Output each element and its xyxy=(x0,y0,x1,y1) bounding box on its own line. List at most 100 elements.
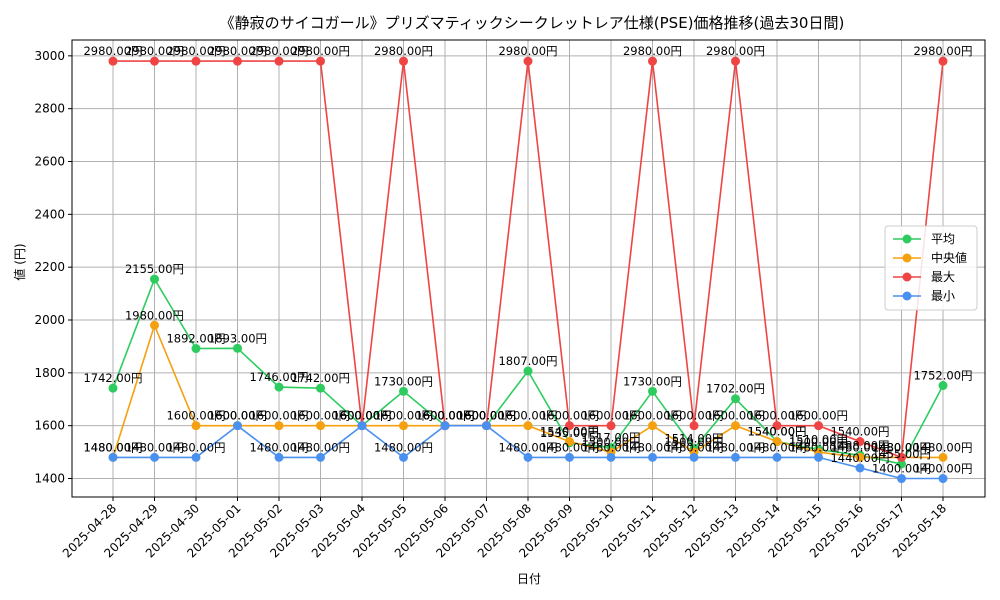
data-label: 1480.00円 xyxy=(498,440,557,454)
data-label: 1600.00円 xyxy=(208,409,267,423)
grid-lines xyxy=(72,40,985,497)
data-label: 1892.00円 xyxy=(166,332,225,346)
y-tick-label: 2800 xyxy=(34,102,65,116)
data-label: 1480.00円 xyxy=(249,440,308,454)
data-label: 1600.00円 xyxy=(581,409,640,423)
data-label: 1600.00円 xyxy=(415,409,474,423)
data-label: 1600.00円 xyxy=(747,409,806,423)
data-label: 1480.00円 xyxy=(747,440,806,454)
plot-frame xyxy=(71,39,986,498)
data-label: 1480.00円 xyxy=(291,440,350,454)
data-label: 1742.00円 xyxy=(291,371,350,385)
data-label: 1510.00円 xyxy=(789,432,848,446)
data-label: 1600.00円 xyxy=(291,409,350,423)
data-point xyxy=(606,421,616,431)
y-tick-label: 2200 xyxy=(34,260,65,274)
data-point xyxy=(523,452,533,462)
data-label: 1980.00円 xyxy=(125,308,184,322)
data-point xyxy=(772,437,782,447)
legend-marker xyxy=(902,234,912,244)
series-layer xyxy=(108,56,948,484)
data-label: 1600.00円 xyxy=(789,409,848,423)
data-label: 1500.00円 xyxy=(789,435,848,449)
data-label: 1600.00円 xyxy=(457,409,516,423)
data-label: 2980.00円 xyxy=(208,44,267,58)
legend-marker xyxy=(902,253,912,263)
data-label: 1440.00円 xyxy=(830,451,889,465)
data-label: 1480.00円 xyxy=(830,440,889,454)
data-point xyxy=(938,381,948,391)
y-tick-label: 2400 xyxy=(34,207,65,221)
data-point xyxy=(316,452,325,462)
data-point xyxy=(938,452,948,462)
data-point xyxy=(274,382,284,392)
data-label: 1480.00円 xyxy=(125,440,184,454)
chart-title: 《静寂のサイコガール》プリズマティックシークレットレア仕様(PSE)価格推移(過… xyxy=(220,14,845,32)
data-label: 1600.00円 xyxy=(457,409,516,423)
data-point xyxy=(648,56,657,66)
data-label: 1540.00円 xyxy=(830,425,889,439)
data-point xyxy=(689,452,699,462)
data-point xyxy=(938,56,948,66)
data-point xyxy=(399,386,408,396)
data-label: 1730.00円 xyxy=(623,374,682,388)
data-point xyxy=(233,343,242,353)
data-label: 1752.00円 xyxy=(913,369,972,383)
data-label: 1455.00円 xyxy=(872,447,931,461)
data-point xyxy=(938,474,948,484)
data-label: 1807.00円 xyxy=(498,354,557,368)
data-label: 1400.00円 xyxy=(872,462,931,476)
data-point xyxy=(150,274,159,284)
data-point xyxy=(108,452,118,462)
data-label: 1600.00円 xyxy=(332,409,391,423)
data-point xyxy=(855,452,865,462)
data-label: 1600.00円 xyxy=(332,409,391,423)
data-label: 1600.00円 xyxy=(249,409,308,423)
data-point xyxy=(150,452,159,462)
data-point xyxy=(440,421,450,431)
data-label: 1535.00円 xyxy=(540,426,599,440)
data-point xyxy=(357,421,367,431)
y-tick-label: 2600 xyxy=(34,155,65,169)
data-label: 1600.00円 xyxy=(332,409,391,423)
data-point xyxy=(191,344,201,354)
data-label: 1742.00円 xyxy=(83,371,142,385)
data-label: 1893.00円 xyxy=(208,331,267,345)
data-point xyxy=(606,452,616,462)
data-point xyxy=(814,452,823,462)
data-point xyxy=(482,421,491,431)
data-label: 1480.00円 xyxy=(374,440,433,454)
data-label: 2980.00円 xyxy=(913,44,972,58)
legend-label: 平均 xyxy=(931,232,955,246)
data-label: 2980.00円 xyxy=(623,44,682,58)
data-point xyxy=(772,452,782,462)
legend-marker xyxy=(902,291,912,301)
data-label: 1480.00円 xyxy=(540,440,599,454)
data-label: 1600.00円 xyxy=(415,409,474,423)
data-label: 2980.00円 xyxy=(125,44,184,58)
data-point xyxy=(648,452,657,462)
data-point xyxy=(648,386,657,396)
data-point xyxy=(274,452,284,462)
data-point xyxy=(772,421,782,431)
data-point xyxy=(233,56,242,66)
data-label: 1517.00円 xyxy=(581,431,640,445)
data-point xyxy=(150,320,159,330)
data-point xyxy=(689,421,699,431)
data-point xyxy=(523,56,533,66)
data-point xyxy=(191,452,201,462)
data-point xyxy=(399,452,408,462)
data-label: 1480.00円 xyxy=(623,440,682,454)
y-tick-label: 2000 xyxy=(34,313,65,327)
data-label: 1480.00円 xyxy=(166,440,225,454)
data-label: 2980.00円 xyxy=(374,44,433,58)
data-label: 1488.00円 xyxy=(830,438,889,452)
data-point xyxy=(150,56,159,66)
data-label: 1600.00円 xyxy=(540,409,599,423)
data-label: 2980.00円 xyxy=(166,44,225,58)
y-tick-label: 1800 xyxy=(34,366,65,380)
data-point xyxy=(523,421,533,431)
x-axis-label: 日付 xyxy=(517,572,541,586)
